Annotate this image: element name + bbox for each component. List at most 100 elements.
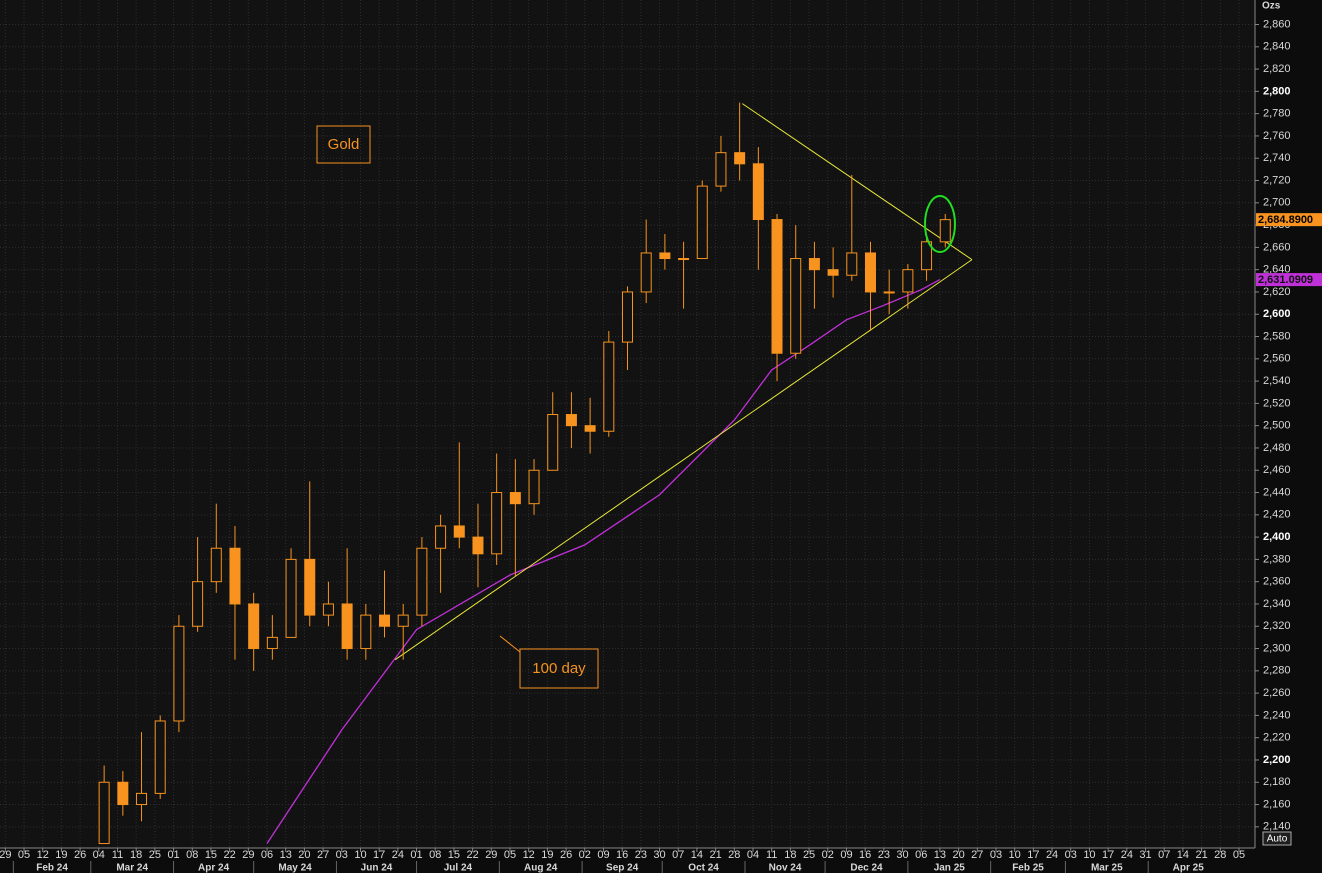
plot	[98, 102, 973, 845]
y-tick-label: 2,440	[1263, 486, 1291, 498]
x-tick-label: 11	[766, 849, 777, 861]
trend-line	[394, 259, 973, 661]
plot-area	[0, 0, 1255, 848]
x-tick-label: 13	[280, 849, 292, 861]
candle-body	[547, 414, 559, 471]
candle-body	[939, 219, 951, 243]
candle-body	[827, 269, 839, 276]
x-tick-label: 28	[728, 849, 740, 861]
y-tick-label: 2,520	[1263, 397, 1291, 409]
candle-body	[117, 781, 129, 806]
x-tick-label: 18	[784, 849, 796, 861]
x-tick-label: 07	[672, 849, 684, 861]
x-tick-label: 26	[74, 849, 86, 861]
candle-body	[154, 720, 166, 794]
candle-body	[173, 625, 185, 722]
y-tick-label: 2,160	[1263, 798, 1291, 810]
candle-body	[379, 614, 391, 627]
y-tick-label: 2,460	[1263, 464, 1291, 476]
x-tick-label: 15	[448, 849, 460, 861]
candle-body	[229, 547, 241, 605]
candle-body	[565, 414, 577, 427]
candle-body	[584, 425, 596, 432]
x-tick-label: 02	[822, 849, 834, 861]
annotation-box	[519, 648, 599, 689]
x-tick-label: 20	[298, 849, 310, 861]
candle-body	[752, 163, 764, 221]
candle-body	[864, 252, 876, 293]
candle-body	[696, 185, 708, 260]
y-tick-label: 2,500	[1263, 420, 1291, 432]
candle-body	[902, 269, 914, 293]
y-tick-label: 2,640	[1263, 264, 1291, 276]
annotation-box	[316, 125, 371, 164]
candle-body	[285, 558, 297, 638]
y-tick-label: 2,760	[1263, 130, 1291, 142]
month-label: May 24	[278, 863, 312, 873]
x-tick-label: 12	[37, 849, 49, 861]
candle-body	[360, 614, 372, 650]
y-tick-label: 2,780	[1263, 108, 1291, 120]
month-label: Sep 24	[606, 863, 639, 873]
last-value-label: 2,684.8900	[1258, 214, 1313, 226]
x-tick-label: 18	[130, 849, 142, 861]
y-tick-label: 2,280	[1263, 665, 1291, 677]
candle-body	[734, 152, 746, 165]
x-tick-label: 02	[579, 849, 591, 861]
x-tick-label: 22	[224, 849, 236, 861]
x-tick-label: 24	[1046, 849, 1058, 861]
month-label: Feb 24	[36, 863, 68, 873]
x-tick-label: 23	[635, 849, 647, 861]
candle-body	[678, 258, 690, 261]
candle-body	[921, 241, 933, 271]
y-unit: Ozs	[1262, 1, 1281, 12]
x-tick-label: 22	[467, 849, 479, 861]
candle-body	[715, 152, 727, 187]
trend-line	[742, 103, 973, 261]
y-tick-label: 2,380	[1263, 553, 1291, 565]
x-tick-label: 03	[990, 849, 1002, 861]
x-tick-label: 07	[1158, 849, 1170, 861]
x-tick-label: 27	[971, 849, 983, 861]
candle-body	[603, 341, 615, 432]
candle-body	[341, 603, 353, 650]
x-tick-label: 29	[242, 849, 254, 861]
y-tick-label: 2,420	[1263, 509, 1291, 521]
candle-body	[771, 219, 783, 354]
y-tick-label: 2,400	[1263, 531, 1291, 543]
y-tick-label: 2,360	[1263, 576, 1291, 588]
x-tick-label: 08	[429, 849, 441, 861]
candle-body	[808, 258, 820, 271]
x-tick-label: 24	[1121, 849, 1133, 861]
x-tick-label: 14	[1177, 849, 1189, 861]
x-tick-label: 10	[1009, 849, 1021, 861]
auto-button-label[interactable]: Auto	[1267, 834, 1288, 845]
highlight-ellipse	[924, 195, 956, 253]
month-label: Oct 24	[688, 863, 719, 873]
x-tick-label: 28	[1214, 849, 1226, 861]
x-tick-label: 09	[597, 849, 609, 861]
candle-body	[98, 781, 110, 845]
annotation: 100 day	[532, 660, 586, 677]
candle-body	[210, 547, 222, 583]
last-value-flag	[1256, 273, 1322, 287]
x-tick-label: 13	[934, 849, 946, 861]
x-tick-label: 17	[1027, 849, 1039, 861]
x-tick-label: 10	[1083, 849, 1095, 861]
y-tick-label: 2,860	[1263, 18, 1291, 30]
month-label: Apr 24	[198, 863, 230, 873]
x-tick-label: 19	[541, 849, 553, 861]
month-label: Mar 24	[116, 863, 148, 873]
x-tick-label: 05	[1233, 849, 1245, 861]
y-tick-label: 2,220	[1263, 732, 1291, 744]
x-tick-label: 30	[653, 849, 665, 861]
x-tick-label: 06	[915, 849, 927, 861]
y-tick-label: 2,820	[1263, 63, 1291, 75]
month-label: Mar 25	[1091, 863, 1123, 873]
x-tick-label: 19	[55, 849, 67, 861]
auto-button[interactable]	[1262, 831, 1292, 846]
candle-body	[491, 492, 503, 555]
candle-body	[528, 469, 540, 505]
